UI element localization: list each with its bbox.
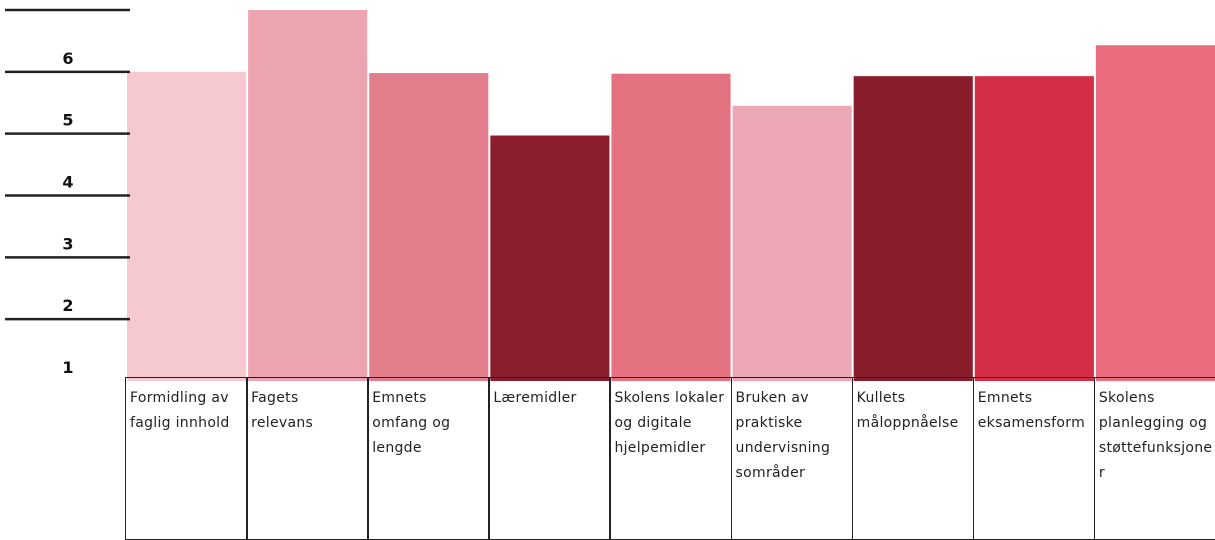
y-tick-label: 5	[62, 111, 73, 130]
y-tick-label: 6	[62, 49, 73, 68]
x-tick-label: Bruken av praktiske undervisning sområde…	[730, 377, 854, 540]
x-tick-label: Fagets relevans	[246, 377, 369, 540]
y-tick-label: 2	[62, 296, 73, 315]
bar	[732, 105, 852, 381]
x-tick-label: Formidling av faglig innhold	[125, 377, 248, 540]
y-tick-label: 3	[62, 234, 73, 253]
bar	[611, 73, 731, 382]
bar	[490, 135, 610, 381]
x-tick-label: Skolens planlegging og støttefunksjoner	[1093, 377, 1215, 540]
x-tick-label: Kullets måloppnåelse	[851, 377, 975, 540]
x-tick-label: Emnets eksamensform	[972, 377, 1096, 540]
x-tick-label: Læremidler	[488, 377, 611, 540]
x-tick-label: Emnets omfang og lengde	[367, 377, 490, 540]
bar	[1095, 45, 1215, 382]
bar	[248, 10, 368, 381]
bar	[853, 76, 973, 381]
y-tick-label: 4	[62, 173, 73, 192]
x-tick-label: Skolens lokaler og digitale hjelpemidler	[609, 377, 733, 540]
bar	[369, 73, 489, 381]
y-tick-label: 1	[62, 358, 73, 377]
bar	[127, 71, 247, 381]
bar	[974, 76, 1094, 381]
